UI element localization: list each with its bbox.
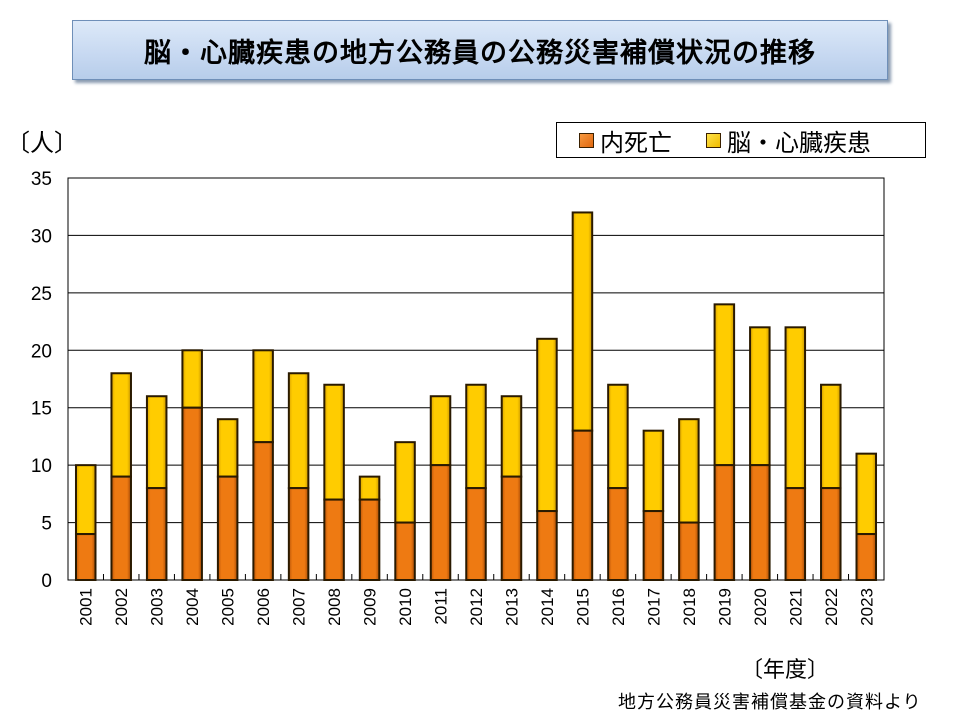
bar-segment-death [678,521,700,581]
bar-segment-death [500,475,523,581]
bar-segment-total [713,303,736,467]
legend: 内死亡 脳・心臓疾患 [556,122,926,158]
bar-segment-death [287,487,310,581]
y-tick-label: 30 [31,226,52,247]
bar-segment-total [642,429,665,513]
bar-segment-total [287,372,310,490]
bar-segment-death [181,406,203,582]
legend-label-death: 内死亡 [600,128,672,157]
x-tick-label: 2012 [467,588,486,626]
bar-segment-total [358,475,381,501]
bar-segment-death [74,533,97,581]
y-tick-label: 5 [41,514,52,535]
x-tick-label: 2010 [396,588,415,626]
x-tick-label: 2015 [573,588,592,626]
bar-segment-total [607,383,629,490]
bar-segment-total [571,211,594,432]
bar-segment-death [323,498,345,582]
bar-segment-total [110,372,132,478]
x-tick-label: 2020 [751,588,770,626]
bar-segment-total [855,452,878,536]
legend-swatch-total-icon [706,132,721,148]
x-tick-label: 2014 [538,588,557,626]
y-tick-label: 15 [31,399,52,420]
bar-segment-total [323,383,345,501]
bar-segment-death [713,464,736,581]
bar-segment-total [500,395,523,478]
y-tick-label: 35 [31,169,52,190]
bar-segment-death [607,487,629,581]
bar-segment-death [536,510,558,582]
y-tick-label: 10 [31,456,52,477]
x-tick-label: 2021 [786,588,805,626]
bar-segment-total [820,383,842,490]
x-tick-label: 2018 [680,588,699,626]
bar-segment-death [394,521,416,581]
x-tick-label: 2007 [290,588,309,626]
legend-swatch-death-icon [579,132,594,148]
bar-segment-total [74,464,97,536]
bar-segment-total [749,326,771,467]
bar-segment-death [216,475,239,581]
x-tick-label: 2019 [715,588,734,626]
bar-segment-total [216,418,239,478]
bar-segment-death [465,487,487,581]
bar-segment-total [429,395,452,467]
x-tick-label: 2004 [183,588,202,626]
bar-segment-death [429,464,452,581]
bar-segment-death [749,464,771,581]
x-tick-label: 2003 [148,588,167,626]
y-tick-label: 0 [41,571,52,592]
y-tick-label: 25 [31,284,52,305]
bar-segment-death [642,510,665,582]
bar-segment-total [252,349,274,444]
bar-segment-death [358,498,381,582]
bar-segment-death [110,475,132,581]
y-axis-label: 〔人〕 [6,129,78,157]
x-tick-label: 2002 [112,588,131,626]
x-tick-label: 2013 [502,588,521,626]
x-tick-label: 2011 [432,588,451,625]
legend-label-total: 脳・心臓疾患 [727,128,871,157]
x-axis-label: 〔年度〕 [741,658,830,683]
bar-segment-death [145,487,168,581]
x-tick-label: 2023 [857,588,876,626]
x-tick-label: 2008 [325,588,344,626]
x-tick-label: 2006 [254,588,273,626]
legend-item-total: 脳・心臓疾患 [706,123,871,158]
legend-item-death: 内死亡 [579,123,672,158]
y-tick-label: 20 [31,341,52,362]
x-tick-label: 2022 [822,588,841,626]
bar-segment-total [394,441,416,524]
x-tick-label: 2017 [644,588,663,626]
bar-segment-total [784,326,807,490]
source-note: 地方公務員災害補償基金の資料より [618,692,922,713]
bar-segment-total [465,383,487,490]
bar-segment-death [820,487,842,581]
x-tick-label: 2005 [219,588,238,626]
bar-segment-total [678,418,700,524]
x-tick-label: 2009 [361,588,380,626]
bar-segment-total [145,395,168,490]
bar-segment-death [571,429,594,581]
bar-segment-death [252,441,274,581]
bar-segment-death [855,533,878,581]
chart-title: 脳・心臓疾患の地方公務員の公務災害補償状況の推移 [72,20,888,80]
bar-segment-death [784,487,807,581]
x-tick-label: 2001 [77,588,96,626]
bar-segment-total [536,337,558,513]
x-tick-label: 2016 [609,588,628,626]
bar-segment-total [181,349,203,409]
